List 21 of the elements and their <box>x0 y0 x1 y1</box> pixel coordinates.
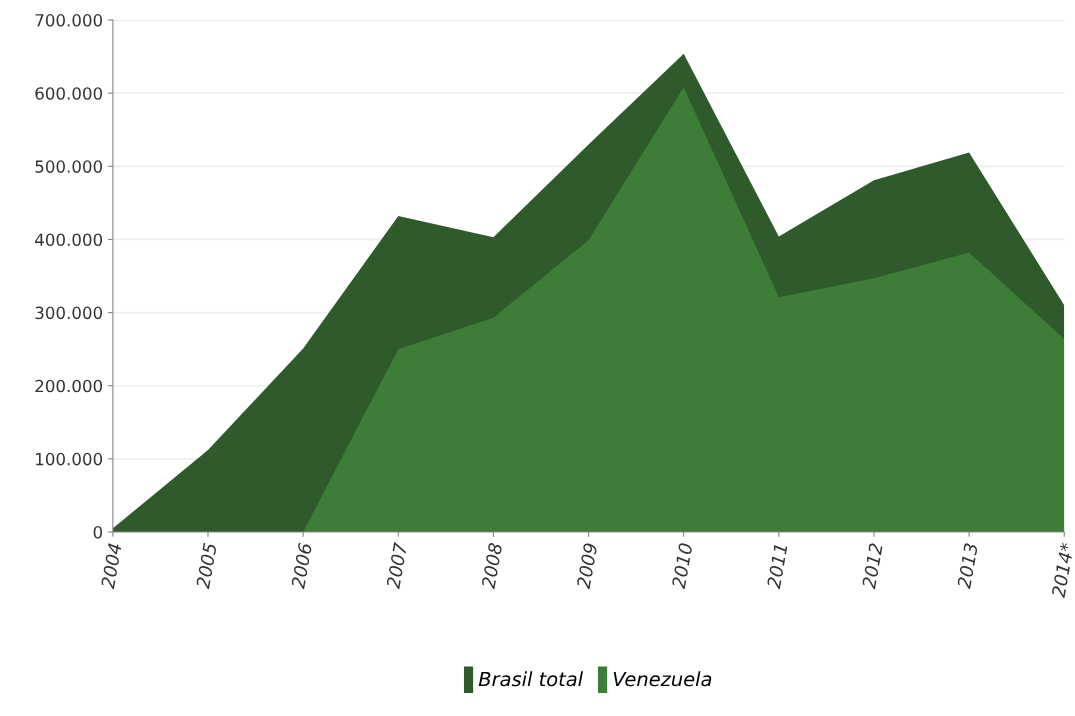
legend-label: Brasil total <box>478 671 583 687</box>
x-tick-label: 2011 <box>766 544 788 590</box>
x-tick-label: 2005 <box>195 542 217 590</box>
y-tick-label: 200.000 <box>35 379 103 393</box>
x-tick-label: 2007 <box>386 541 408 590</box>
x-tick-label: 2008 <box>481 542 503 590</box>
x-tick-label: 2006 <box>290 542 313 590</box>
y-tick-label: 400.000 <box>35 233 103 247</box>
x-tick-label: 2012 <box>861 542 883 590</box>
y-tick-label: 0 <box>93 525 103 539</box>
x-tick-label: 2013 <box>956 542 979 590</box>
y-tick-label: 100.000 <box>36 452 103 466</box>
y-tick-label: 500.000 <box>35 160 103 173</box>
y-tick-label: 300.000 <box>35 306 103 320</box>
x-tick-label: 2004 <box>100 543 122 590</box>
y-tick-label: 700.000 <box>35 14 103 27</box>
legend-label: Venezuela <box>613 671 712 687</box>
x-tick-label: 2010 <box>671 542 693 590</box>
x-tick-label: 2014* <box>1051 542 1075 599</box>
x-tick-label: 2009 <box>576 542 598 590</box>
y-tick-label: 600.000 <box>35 87 103 100</box>
